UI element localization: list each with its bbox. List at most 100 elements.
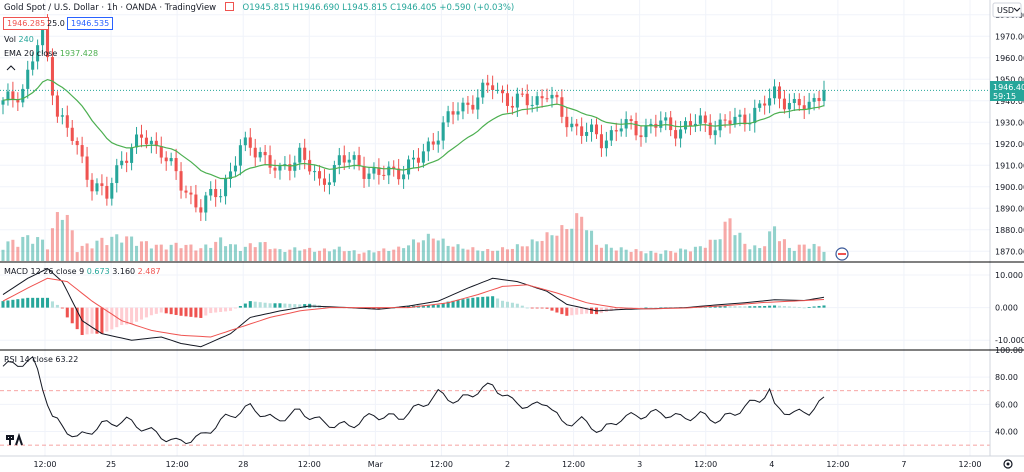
candle-body[interactable] — [45, 23, 50, 58]
volume-legend[interactable]: Vol 240 — [4, 35, 34, 44]
candle-body[interactable] — [777, 86, 782, 99]
candle-body[interactable] — [585, 132, 589, 136]
candle-body[interactable] — [501, 89, 505, 94]
candle-body[interactable] — [763, 103, 767, 106]
candle-body[interactable] — [545, 98, 549, 100]
candle-body[interactable] — [70, 127, 74, 141]
candle-body[interactable] — [698, 115, 702, 124]
candle-body[interactable] — [421, 151, 425, 163]
candle-body[interactable] — [550, 94, 554, 99]
candle-body[interactable] — [590, 124, 594, 133]
candle-body[interactable] — [6, 91, 10, 101]
candle-body[interactable] — [664, 117, 668, 121]
candle-body[interactable] — [481, 82, 485, 98]
candle-body[interactable] — [728, 120, 732, 125]
candle-body[interactable] — [486, 82, 490, 86]
candle-body[interactable] — [659, 120, 663, 128]
candle-body[interactable] — [520, 93, 524, 95]
ema-legend[interactable]: EMA 20 close 1937.428 — [4, 49, 98, 58]
candle-body[interactable] — [327, 182, 331, 185]
candle-body[interactable] — [768, 98, 772, 106]
candle-body[interactable] — [787, 102, 791, 110]
candle-body[interactable] — [525, 93, 529, 106]
candle-body[interactable] — [298, 147, 302, 163]
candle-body[interactable] — [402, 174, 406, 180]
candle-body[interactable] — [619, 128, 623, 132]
candle-body[interactable] — [322, 178, 326, 185]
candle-body[interactable] — [125, 160, 129, 163]
candle-body[interactable] — [812, 97, 816, 102]
candle-body[interactable] — [16, 99, 20, 103]
candle-body[interactable] — [110, 183, 114, 199]
candle-body[interactable] — [278, 166, 282, 171]
candle-body[interactable] — [644, 125, 648, 138]
candle-body[interactable] — [807, 101, 811, 110]
candle-body[interactable] — [713, 130, 717, 136]
candle-body[interactable] — [451, 111, 455, 115]
candle-body[interactable] — [471, 104, 475, 110]
candle-body[interactable] — [367, 173, 371, 179]
candle-body[interactable] — [228, 171, 233, 180]
candle-body[interactable] — [159, 146, 163, 158]
candle-body[interactable] — [308, 159, 312, 172]
candle-body[interactable] — [31, 61, 35, 70]
candle-body[interactable] — [476, 97, 480, 110]
candle-body[interactable] — [194, 194, 198, 208]
candle-body[interactable] — [797, 98, 801, 106]
candle-body[interactable] — [258, 151, 262, 158]
candle-body[interactable] — [614, 130, 618, 132]
candle-body[interactable] — [85, 156, 89, 180]
candle-body[interactable] — [21, 88, 25, 103]
candle-body[interactable] — [446, 111, 450, 123]
candle-body[interactable] — [669, 117, 673, 131]
candle-body[interactable] — [560, 97, 564, 117]
candle-body[interactable] — [268, 155, 272, 168]
candle-body[interactable] — [352, 155, 356, 160]
candle-body[interactable] — [347, 159, 351, 163]
candle-body[interactable] — [36, 45, 40, 62]
candle-body[interactable] — [139, 134, 144, 138]
candle-body[interactable] — [679, 129, 683, 139]
candle-body[interactable] — [580, 126, 584, 136]
candle-body[interactable] — [411, 157, 416, 160]
candle-body[interactable] — [120, 160, 124, 166]
candle-body[interactable] — [313, 171, 317, 173]
rsi-line[interactable] — [2, 355, 825, 445]
candle-body[interactable] — [466, 102, 470, 105]
candle-body[interactable] — [135, 134, 139, 148]
candle-body[interactable] — [738, 114, 742, 117]
candle-body[interactable] — [436, 140, 440, 145]
candle-body[interactable] — [154, 140, 158, 147]
candle-body[interactable] — [570, 123, 574, 128]
candle-body[interactable] — [708, 122, 712, 136]
candle-body[interactable] — [491, 85, 495, 90]
candle-body[interactable] — [604, 140, 608, 149]
candle-body[interactable] — [599, 134, 603, 149]
candle-body[interactable] — [392, 166, 396, 169]
candle-body[interactable] — [362, 166, 366, 179]
candle-body[interactable] — [575, 123, 579, 127]
scroll-up-icon[interactable] — [6, 65, 16, 71]
candle-body[interactable] — [179, 171, 183, 191]
ema-line[interactable] — [2, 78, 825, 180]
settings-gear-icon[interactable] — [1003, 459, 1013, 469]
candle-body[interactable] — [535, 96, 539, 105]
candle-body[interactable] — [609, 130, 613, 141]
candle-body[interactable] — [318, 171, 322, 179]
candle-body[interactable] — [629, 119, 633, 121]
candle-body[interactable] — [416, 157, 420, 163]
rsi-pane[interactable] — [0, 355, 990, 446]
price-pane[interactable] — [0, 14, 990, 222]
candle-body[interactable] — [723, 119, 727, 121]
candle-body[interactable] — [149, 140, 153, 145]
candle-body[interactable] — [263, 151, 267, 156]
candle-body[interactable] — [204, 195, 208, 213]
candle-body[interactable] — [357, 155, 361, 167]
candle-body[interactable] — [441, 122, 445, 141]
candle-body[interactable] — [199, 207, 203, 213]
candle-body[interactable] — [55, 95, 59, 117]
candle-body[interactable] — [649, 123, 653, 126]
candle-body[interactable] — [792, 98, 796, 103]
candle-body[interactable] — [105, 185, 109, 199]
